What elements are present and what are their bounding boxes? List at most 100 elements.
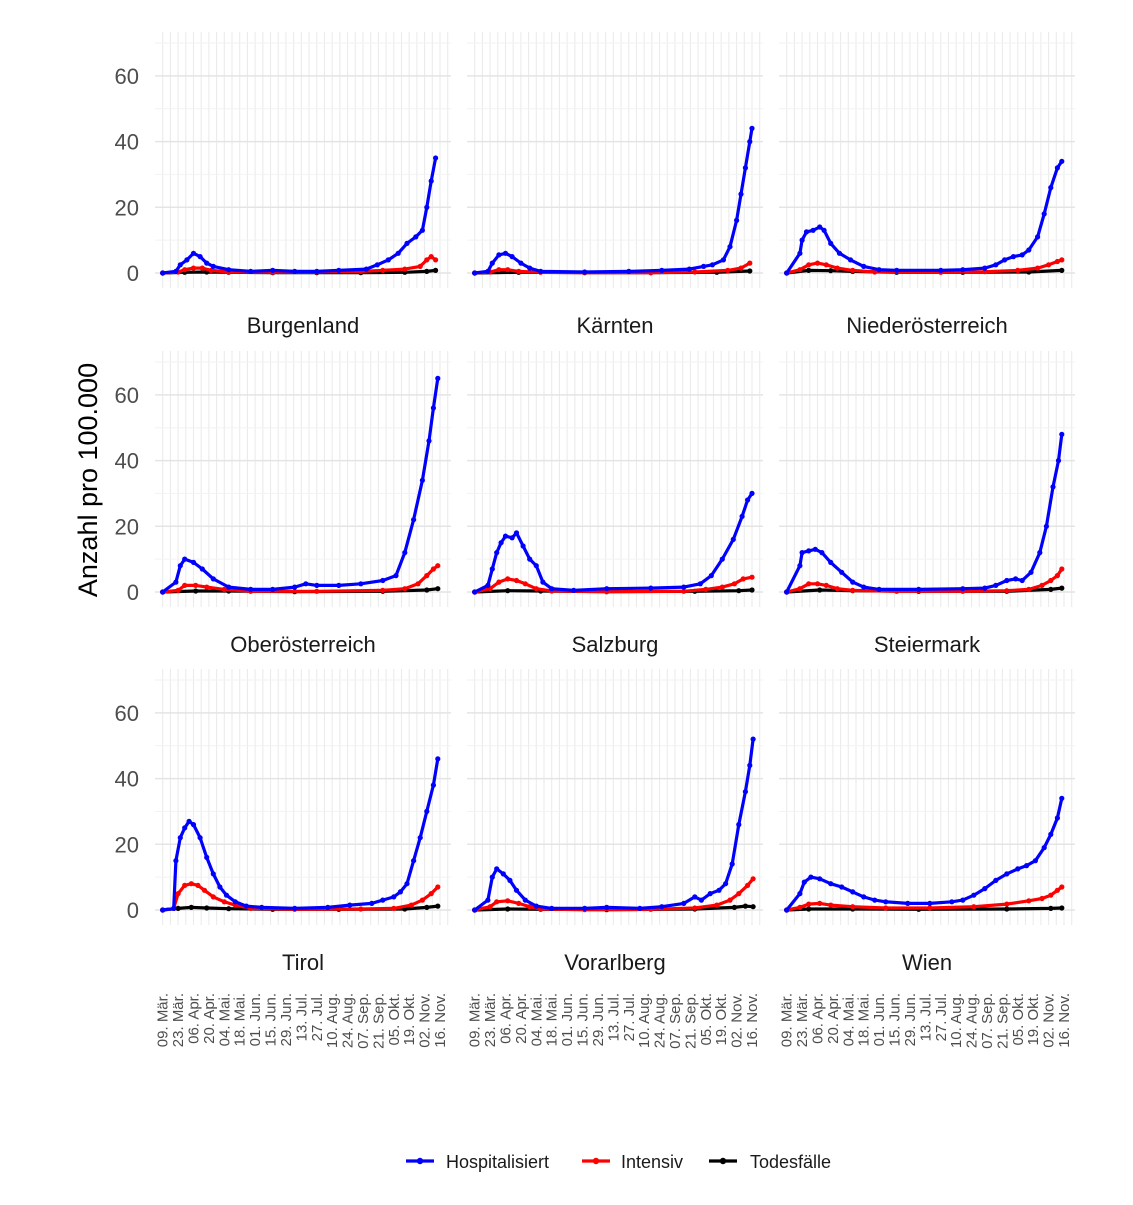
data-point-intensiv bbox=[210, 894, 216, 900]
x-tick-label: 04. Mai. bbox=[840, 993, 857, 1046]
data-point-intensiv bbox=[391, 905, 397, 912]
data-point-hospitalisiert bbox=[648, 585, 654, 591]
data-point-hospitalisiert bbox=[485, 268, 491, 274]
x-tick-label: 07. Sep. bbox=[355, 993, 372, 1049]
x-tick-label: 15. Jun. bbox=[575, 993, 592, 1046]
data-point-hospitalisiert bbox=[182, 556, 188, 562]
data-point-hospitalisiert bbox=[199, 566, 205, 572]
data-point-hospitalisiert bbox=[404, 240, 410, 246]
data-point-hospitalisiert bbox=[993, 262, 999, 268]
data-point-hospitalisiert bbox=[736, 822, 742, 828]
data-point-hospitalisiert bbox=[808, 874, 814, 880]
data-point-intensiv bbox=[533, 586, 539, 592]
data-point-hospitalisiert bbox=[314, 582, 320, 589]
data-point-intensiv bbox=[1035, 265, 1041, 271]
data-point-hospitalisiert bbox=[803, 229, 810, 235]
data-point-hospitalisiert bbox=[1015, 866, 1021, 872]
data-point-intensiv bbox=[828, 902, 834, 908]
y-axis-title: Anzahl pro 100.000 bbox=[73, 363, 103, 597]
data-point-hospitalisiert bbox=[839, 569, 845, 575]
data-point-todesfälle bbox=[193, 588, 199, 594]
data-point-hospitalisiert bbox=[494, 866, 500, 872]
data-point-hospitalisiert bbox=[604, 586, 610, 592]
data-point-intensiv bbox=[487, 904, 493, 910]
data-point-hospitalisiert bbox=[417, 835, 423, 841]
x-tick-label: 05. Okt. bbox=[1010, 993, 1027, 1046]
data-point-intensiv bbox=[1039, 582, 1045, 589]
y-tick-label: 0 bbox=[127, 898, 139, 923]
data-point-hospitalisiert bbox=[374, 262, 380, 268]
data-point-hospitalisiert bbox=[729, 861, 735, 867]
data-point-intensiv bbox=[740, 576, 746, 582]
x-tick-label: 27. Jul. bbox=[309, 993, 326, 1041]
x-tick-label: 24. Aug. bbox=[964, 993, 981, 1048]
data-point-intensiv bbox=[1048, 892, 1054, 898]
data-point-hospitalisiert bbox=[720, 257, 727, 263]
data-point-hospitalisiert bbox=[1059, 158, 1065, 164]
data-point-hospitalisiert bbox=[190, 822, 197, 828]
data-point-intensiv bbox=[516, 268, 522, 274]
data-point-intensiv bbox=[417, 263, 423, 269]
x-tick-label: 01. Jun. bbox=[871, 993, 888, 1046]
data-point-intensiv bbox=[182, 267, 188, 273]
data-point-intensiv bbox=[1026, 898, 1032, 904]
data-point-hospitalisiert bbox=[424, 808, 430, 815]
data-point-hospitalisiert bbox=[698, 897, 705, 903]
data-point-hospitalisiert bbox=[850, 579, 856, 585]
data-point-intensiv bbox=[692, 269, 698, 275]
data-point-hospitalisiert bbox=[380, 577, 386, 584]
data-point-hospitalisiert bbox=[190, 559, 197, 566]
data-point-hospitalisiert bbox=[509, 254, 515, 260]
data-point-todesfälle bbox=[731, 904, 738, 911]
data-point-intensiv bbox=[221, 899, 227, 905]
panel-title: Kärnten bbox=[576, 313, 653, 338]
data-point-intensiv bbox=[380, 587, 386, 594]
y-tick-label: 20 bbox=[115, 832, 139, 857]
data-point-hospitalisiert bbox=[582, 269, 588, 275]
x-tick-label: 02. Nov. bbox=[1041, 993, 1058, 1048]
data-point-intensiv bbox=[358, 906, 364, 912]
data-point-intensiv bbox=[182, 882, 188, 889]
data-point-todesfälle bbox=[1048, 905, 1054, 912]
data-point-hospitalisiert bbox=[494, 550, 500, 556]
data-point-hospitalisiert bbox=[472, 270, 478, 276]
data-point-hospitalisiert bbox=[513, 887, 520, 893]
data-point-hospitalisiert bbox=[806, 548, 812, 554]
data-point-hospitalisiert bbox=[1059, 431, 1065, 437]
data-point-hospitalisiert bbox=[204, 260, 210, 266]
data-point-hospitalisiert bbox=[1050, 484, 1056, 490]
data-point-intensiv bbox=[814, 581, 821, 587]
data-point-hospitalisiert bbox=[1055, 458, 1062, 464]
legend-key-point bbox=[416, 1157, 424, 1165]
data-point-hospitalisiert bbox=[173, 268, 179, 274]
data-point-hospitalisiert bbox=[861, 894, 867, 900]
data-point-hospitalisiert bbox=[883, 899, 889, 905]
data-point-intensiv bbox=[714, 902, 720, 908]
y-tick-label: 40 bbox=[115, 449, 139, 474]
panel-title: Steiermark bbox=[874, 632, 981, 657]
data-point-todesfälle bbox=[505, 906, 511, 912]
data-point-intensiv bbox=[817, 900, 823, 907]
data-point-hospitalisiert bbox=[727, 244, 733, 250]
data-point-hospitalisiert bbox=[500, 871, 506, 877]
data-point-hospitalisiert bbox=[489, 874, 495, 880]
x-tick-label: 09. Mär. bbox=[779, 993, 796, 1047]
data-point-hospitalisiert bbox=[738, 191, 744, 197]
data-point-intensiv bbox=[221, 586, 227, 593]
data-point-intensiv bbox=[1026, 586, 1032, 593]
panel-4: Salzburg bbox=[467, 351, 763, 657]
data-point-hospitalisiert bbox=[430, 782, 436, 788]
data-point-intensiv bbox=[424, 257, 430, 263]
data-point-hospitalisiert bbox=[659, 904, 665, 910]
data-point-hospitalisiert bbox=[472, 589, 478, 595]
data-point-hospitalisiert bbox=[173, 858, 179, 864]
data-point-hospitalisiert bbox=[210, 263, 216, 269]
data-point-hospitalisiert bbox=[513, 530, 520, 536]
legend-key-point bbox=[592, 1157, 600, 1165]
data-point-todesfälle bbox=[188, 904, 194, 911]
data-point-hospitalisiert bbox=[184, 257, 190, 263]
data-point-intensiv bbox=[883, 905, 889, 911]
data-point-hospitalisiert bbox=[509, 535, 515, 541]
y-tick-label: 0 bbox=[127, 261, 139, 286]
data-point-hospitalisiert bbox=[424, 204, 430, 210]
